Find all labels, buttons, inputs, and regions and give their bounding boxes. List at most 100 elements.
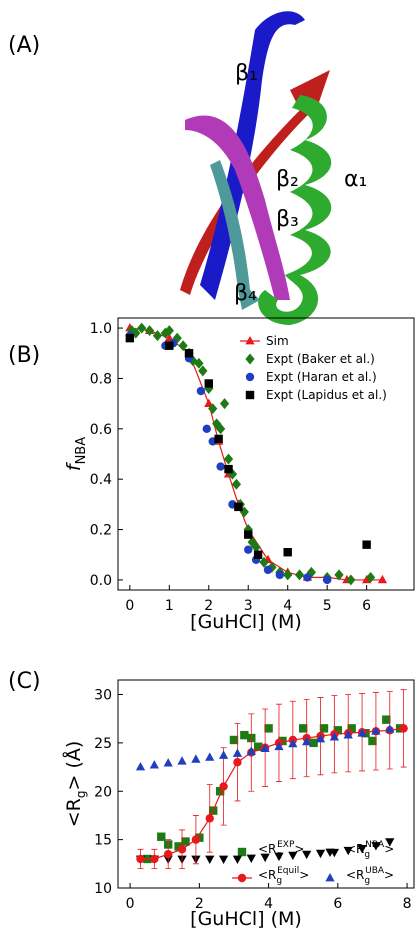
legend-label: Expt (Haran et al.) <box>266 370 377 384</box>
data-point <box>163 758 173 767</box>
data-point <box>232 748 243 757</box>
data-point <box>357 844 367 854</box>
y-tick-label: 0.2 <box>90 523 112 539</box>
data-point <box>181 837 190 846</box>
strand-beta1 <box>200 11 305 301</box>
data-point <box>216 462 225 471</box>
legend-label: Sim <box>266 334 289 348</box>
legend-marker <box>237 847 247 857</box>
legend-label: <RgNBA> <box>346 840 394 860</box>
legend-label-part: Equil <box>277 866 299 876</box>
legend-label-part: <R <box>346 842 364 856</box>
data-point <box>274 741 284 751</box>
data-point <box>288 851 298 861</box>
data-point <box>343 730 353 739</box>
legend-label-part: > <box>384 842 394 856</box>
legend-label-part: g <box>364 850 370 860</box>
data-point <box>288 738 298 748</box>
y-tick-label: 0.6 <box>90 422 112 438</box>
data-point <box>365 571 376 583</box>
x-tick-label: 2 <box>195 896 204 912</box>
y-axis-label-part: NBA <box>74 437 89 465</box>
data-point <box>165 341 174 350</box>
x-tick-label: 6 <box>362 598 371 614</box>
data-point <box>385 724 395 733</box>
data-point <box>347 724 356 733</box>
data-point <box>229 735 239 745</box>
data-point <box>274 852 284 862</box>
data-point <box>371 842 381 851</box>
helix-alpha1 <box>258 95 332 325</box>
data-point <box>198 365 208 377</box>
legend-label: Expt (Lapidus et al.) <box>266 388 387 402</box>
data-point <box>214 434 223 444</box>
y-axis-label-part: > (Å) <box>62 741 85 791</box>
data-point <box>205 855 215 865</box>
legend-label-part: <R <box>346 868 364 882</box>
data-point <box>164 325 174 337</box>
legend-marker <box>245 335 255 345</box>
y-axis-label: <Rg> (Å) <box>62 741 88 828</box>
data-point <box>205 814 214 823</box>
structure-label: β₄ <box>234 281 257 306</box>
y-axis-label-part: g <box>74 791 88 799</box>
data-point <box>275 570 285 580</box>
x-tick-label: 2 <box>204 598 213 614</box>
data-point <box>150 854 159 864</box>
legend-label: <RgUBA> <box>346 866 394 886</box>
data-point <box>204 379 213 388</box>
data-point <box>303 573 312 582</box>
data-point <box>178 340 188 352</box>
data-point <box>244 545 253 554</box>
legend-label-part: EXP <box>277 840 295 850</box>
data-point <box>174 842 183 851</box>
data-point <box>205 752 215 761</box>
data-point <box>227 468 238 480</box>
data-point <box>315 849 326 859</box>
data-point <box>218 855 229 865</box>
data-point <box>177 756 187 765</box>
data-point <box>306 566 317 578</box>
legend-marker <box>245 353 255 365</box>
structure-label: β₁ <box>235 61 258 86</box>
y-tick-label: 1.0 <box>90 321 112 337</box>
data-point <box>263 565 273 575</box>
data-point <box>232 855 243 865</box>
data-point <box>157 832 166 841</box>
data-point <box>385 838 395 847</box>
data-point <box>234 502 243 512</box>
y-axis-label-part: <R <box>63 798 85 827</box>
x-tick-label: 0 <box>126 896 135 912</box>
data-point <box>362 574 372 584</box>
x-tick-label: 8 <box>403 896 412 912</box>
legend-label-part: g <box>276 876 282 886</box>
legend-label-part: > <box>299 868 309 882</box>
x-tick-label: 4 <box>283 598 292 614</box>
structure-label: β₃ <box>276 207 299 232</box>
plot-frame <box>117 317 415 591</box>
data-point <box>260 743 270 753</box>
protein-structure: (A) β₁ β₂ β₃ α₁ β₄ <box>8 11 367 325</box>
data-point <box>196 386 206 396</box>
data-point <box>202 424 211 434</box>
legend-marker <box>325 872 335 882</box>
legend-label-part: UBA <box>365 866 385 876</box>
legend-label-part: <R <box>258 842 276 856</box>
data-point <box>283 548 292 557</box>
data-point <box>231 478 242 490</box>
data-point <box>204 383 214 394</box>
y-tick-label: 15 <box>94 833 112 849</box>
data-point <box>135 762 146 771</box>
strand-beta3 <box>185 115 290 300</box>
y-tick-label: 30 <box>94 688 112 704</box>
legend-marker <box>237 873 247 883</box>
data-point <box>219 782 228 791</box>
data-point <box>333 726 343 735</box>
data-point <box>346 574 356 586</box>
data-point <box>191 835 201 844</box>
data-point <box>184 349 194 358</box>
data-point <box>260 853 270 863</box>
data-point <box>149 760 159 769</box>
data-point <box>343 846 353 856</box>
